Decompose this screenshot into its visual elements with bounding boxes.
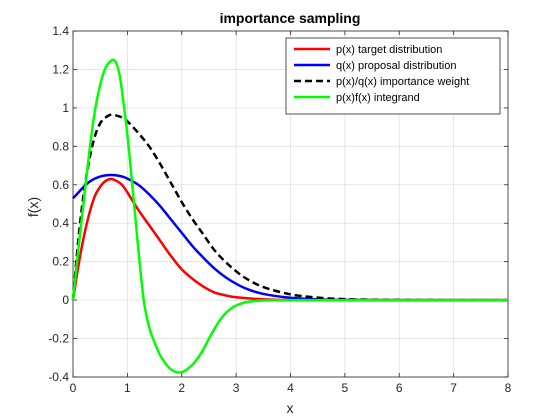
x-tick-label-5: 5 bbox=[342, 381, 349, 395]
axes bbox=[72, 30, 509, 378]
x-tick-label-6: 6 bbox=[396, 381, 403, 395]
y-tick-label-0: -0.4 bbox=[48, 370, 69, 384]
x-tick-label-1: 1 bbox=[124, 381, 131, 395]
y-tick-label-4: 0.4 bbox=[52, 216, 69, 230]
chart-title: importance sampling bbox=[220, 10, 361, 26]
y-tick-label-2: 0 bbox=[62, 293, 69, 307]
x-tick-label-4: 4 bbox=[287, 381, 294, 395]
series-line-proposal bbox=[72, 173, 508, 302]
y-tick-label-7: 1 bbox=[62, 101, 69, 115]
x-tick-label-7: 7 bbox=[450, 381, 457, 395]
legend-box bbox=[285, 37, 501, 115]
y-tick-label-1: -0.2 bbox=[48, 332, 69, 346]
legend-label-target: p(x) target distribution bbox=[336, 44, 442, 56]
x-tick-label-0: 0 bbox=[70, 381, 77, 395]
y-tick-label-6: 0.8 bbox=[52, 139, 69, 153]
x-tick-label-3: 3 bbox=[233, 381, 240, 395]
tick-labels: 0 1 2 3 4 5 6 7 8 -0.4 -0.2 0 0.2 0.4 0.6 0.8 1 1.2 1.4 bbox=[48, 24, 511, 395]
legend-label-integrand: p(x)f(x) integrand bbox=[336, 92, 420, 104]
series-lines bbox=[71, 58, 509, 374]
legend: p(x) target distribution q(x) proposal di… bbox=[285, 37, 501, 115]
y-tick-label-9: 1.4 bbox=[52, 24, 69, 38]
legend-label-proposal: q(x) proposal distribution bbox=[336, 60, 456, 72]
legend-label-weight: p(x)/q(x) importance weight bbox=[336, 76, 469, 88]
y-axis-label: f(x) bbox=[25, 197, 41, 217]
x-tick-label-2: 2 bbox=[178, 381, 185, 395]
x-tick-label-8: 8 bbox=[505, 381, 512, 395]
y-tick-label-3: 0.2 bbox=[52, 255, 69, 269]
x-axis-label: x bbox=[287, 400, 294, 416]
y-tick-label-8: 1.2 bbox=[52, 62, 69, 76]
series-line-integrand bbox=[71, 58, 508, 374]
series-line-weight bbox=[71, 113, 509, 302]
y-tick-label-5: 0.6 bbox=[52, 178, 69, 192]
